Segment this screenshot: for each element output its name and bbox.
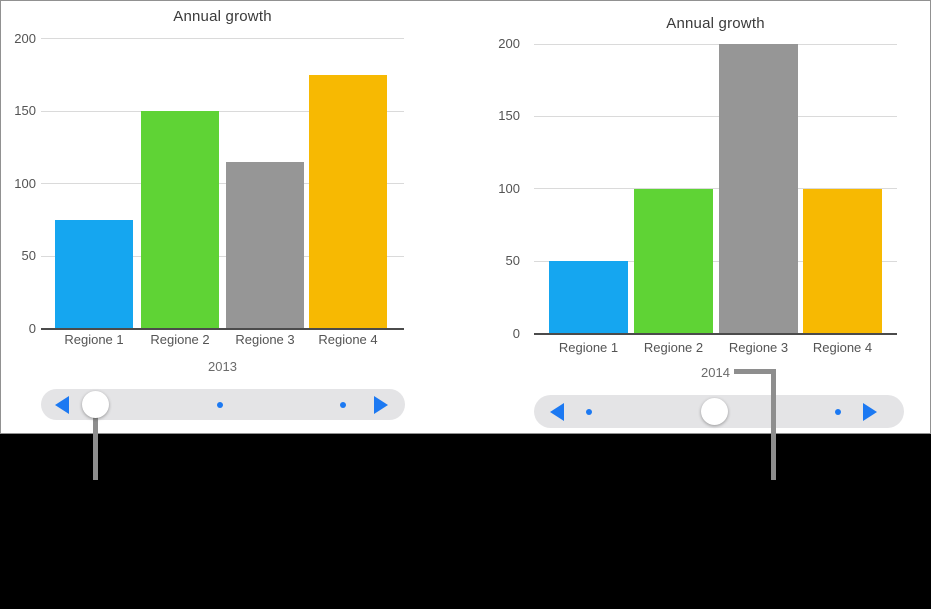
x-category-label-regione-4: Regione 4 bbox=[318, 332, 378, 347]
gridline bbox=[534, 260, 897, 262]
bar-regione-3 bbox=[226, 161, 304, 329]
slider-forward-icon[interactable] bbox=[863, 402, 877, 421]
slider-thumb[interactable] bbox=[700, 398, 728, 425]
gridline bbox=[41, 255, 404, 257]
gridline bbox=[534, 115, 897, 117]
x-category-label-regione-3: Regione 3 bbox=[235, 332, 295, 347]
x-category-label-regione-4: Regione 4 bbox=[812, 340, 873, 355]
bar-regione-4 bbox=[803, 188, 882, 334]
slider-dot[interactable] bbox=[217, 401, 223, 408]
slider-dot[interactable] bbox=[835, 408, 841, 415]
gridline bbox=[534, 43, 897, 45]
y-tick-label: 50 bbox=[21, 248, 36, 263]
slider-dot[interactable] bbox=[586, 408, 592, 415]
callout-line-2014-vertical bbox=[771, 369, 776, 480]
gridline bbox=[534, 188, 897, 190]
x-axis-line bbox=[534, 332, 897, 335]
gridline bbox=[41, 38, 404, 39]
y-tick-label: 0 bbox=[28, 320, 36, 336]
chart-title-2014: Annual growth bbox=[666, 15, 765, 32]
x-category-label-regione-3: Regione 3 bbox=[728, 340, 789, 355]
x-category-label-regione-1: Regione 1 bbox=[64, 332, 124, 347]
slider-back-icon[interactable] bbox=[55, 395, 69, 414]
y-tick-label: 200 bbox=[498, 36, 520, 51]
slider-dot[interactable] bbox=[340, 401, 346, 408]
slider-forward-icon[interactable] bbox=[374, 395, 388, 414]
y-tick-label: 50 bbox=[505, 253, 520, 269]
gridline bbox=[41, 110, 404, 112]
bar-regione-3 bbox=[719, 44, 798, 334]
callout-line-2014-horizontal bbox=[734, 369, 776, 374]
y-tick-label: 150 bbox=[498, 108, 520, 124]
y-tick-label: 100 bbox=[14, 175, 36, 191]
slider-back-icon[interactable] bbox=[550, 402, 564, 421]
y-tick-label: 100 bbox=[498, 180, 520, 196]
bar-regione-4 bbox=[309, 74, 387, 329]
chart-title-2013: Annual growth bbox=[173, 8, 272, 25]
year-label-2013: 2013 bbox=[208, 359, 237, 374]
x-category-label-regione-1: Regione 1 bbox=[558, 340, 619, 355]
x-axis-line bbox=[41, 327, 404, 330]
gridline bbox=[41, 183, 404, 184]
bar-regione-1 bbox=[549, 261, 628, 334]
x-category-label-regione-2: Regione 2 bbox=[150, 332, 210, 347]
slider-thumb[interactable] bbox=[81, 391, 109, 418]
bar-regione-2 bbox=[141, 111, 219, 329]
bar-regione-2 bbox=[634, 188, 713, 334]
y-tick-label: 200 bbox=[14, 30, 36, 46]
y-tick-label: 150 bbox=[14, 103, 36, 118]
y-tick-label: 0 bbox=[512, 325, 520, 341]
x-category-label-regione-2: Regione 2 bbox=[643, 340, 704, 355]
charts-panel: Annual growth 2013 Annual growth 2014 0 5… bbox=[0, 0, 931, 434]
callout-line-left-slider-thumb bbox=[93, 412, 98, 480]
year-label-2014: 2014 bbox=[701, 365, 730, 380]
bar-regione-1 bbox=[55, 219, 133, 329]
